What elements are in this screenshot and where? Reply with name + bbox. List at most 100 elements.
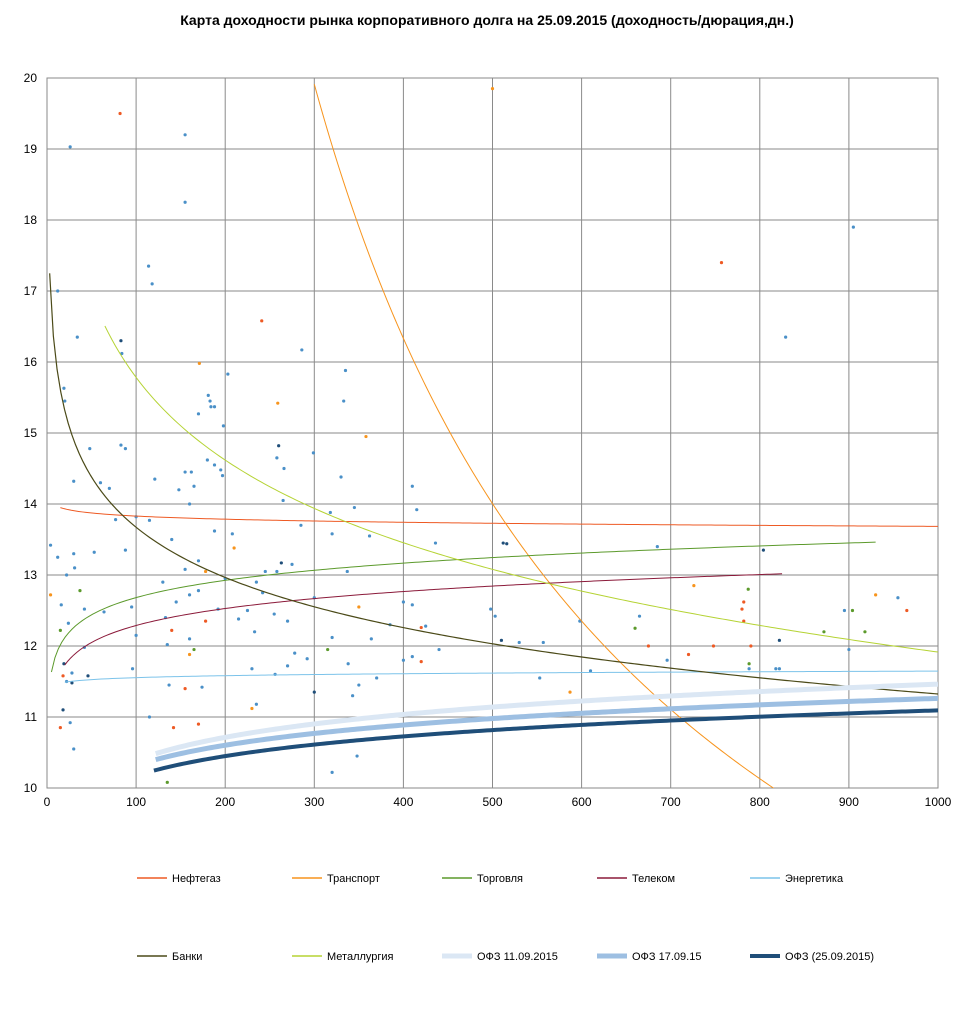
x-tick-label: 500 xyxy=(482,795,502,809)
data-point xyxy=(410,655,414,659)
data-point xyxy=(232,546,236,550)
data-point xyxy=(346,662,350,666)
data-point xyxy=(285,619,290,623)
data-point xyxy=(719,261,724,265)
trend-lines xyxy=(49,84,938,788)
data-point xyxy=(655,545,659,549)
data-point xyxy=(290,562,294,566)
y-tick-label: 14 xyxy=(24,497,38,511)
data-point xyxy=(187,652,192,657)
data-point xyxy=(254,580,258,584)
data-point xyxy=(851,225,855,229)
data-point xyxy=(130,605,134,609)
data-point xyxy=(183,567,187,571)
data-point xyxy=(275,456,279,460)
data-point xyxy=(123,548,128,552)
data-point xyxy=(61,708,65,712)
data-point xyxy=(742,619,746,623)
data-point xyxy=(73,566,77,570)
legend-entry: Металлургия xyxy=(292,951,394,963)
data-point xyxy=(345,569,349,574)
data-point xyxy=(401,658,405,662)
data-point xyxy=(330,635,334,640)
data-point xyxy=(896,596,900,600)
legend-entry: Банки xyxy=(137,951,202,963)
trend-line-5 xyxy=(49,273,938,695)
data-point xyxy=(847,647,851,652)
data-point xyxy=(276,401,280,405)
data-point xyxy=(254,702,258,706)
legend-entry: ОФЗ (25.09.2015) xyxy=(750,951,874,963)
data-point xyxy=(351,694,355,698)
y-tick-label: 16 xyxy=(24,355,38,369)
data-point xyxy=(489,607,493,611)
data-point xyxy=(784,335,788,339)
data-point xyxy=(167,683,171,687)
data-point xyxy=(493,614,497,618)
data-point xyxy=(183,133,187,137)
x-tick-label: 0 xyxy=(44,795,51,809)
data-point xyxy=(206,393,210,397)
data-point xyxy=(279,561,283,565)
scatter-points xyxy=(48,87,909,784)
data-point xyxy=(165,642,169,647)
data-point xyxy=(82,607,87,611)
data-point xyxy=(282,466,286,471)
data-point xyxy=(58,628,62,632)
data-point xyxy=(56,555,60,559)
data-point xyxy=(777,667,782,671)
data-point xyxy=(369,637,373,641)
data-point xyxy=(59,603,63,607)
data-point xyxy=(375,676,379,680)
x-tick-label: 700 xyxy=(661,795,681,809)
data-point xyxy=(517,640,521,645)
data-point xyxy=(200,685,204,689)
data-point xyxy=(777,638,782,642)
data-point xyxy=(119,339,123,343)
data-point xyxy=(299,523,303,527)
data-point xyxy=(114,518,118,522)
data-point xyxy=(293,651,297,655)
data-point xyxy=(747,667,751,671)
data-point xyxy=(646,644,651,648)
y-tick-label: 19 xyxy=(24,142,38,156)
trend-line-8 xyxy=(155,695,938,763)
data-point xyxy=(588,669,593,673)
y-tick-label: 13 xyxy=(24,568,38,582)
data-point xyxy=(281,498,285,503)
data-point xyxy=(245,608,250,613)
chart-title: Карта доходности рынка корпоративного до… xyxy=(180,12,794,28)
data-point xyxy=(171,726,176,730)
data-point xyxy=(205,458,209,462)
data-point xyxy=(415,508,419,512)
data-point xyxy=(285,664,290,668)
x-tick-label: 100 xyxy=(126,795,146,809)
data-point xyxy=(686,652,691,657)
grid xyxy=(46,77,939,789)
data-point xyxy=(352,505,356,510)
axes: 0 100 200 300 400 500 600 700 800 900 1000 10 11 12 13… xyxy=(24,71,952,809)
data-point xyxy=(275,569,279,574)
data-point xyxy=(170,628,174,632)
data-point xyxy=(219,468,223,472)
data-point xyxy=(419,660,423,664)
data-point xyxy=(119,443,123,447)
data-point xyxy=(541,640,545,645)
data-point xyxy=(250,706,254,711)
data-point xyxy=(742,600,746,604)
data-point xyxy=(357,605,361,609)
data-point xyxy=(419,625,423,630)
data-point xyxy=(822,630,826,634)
data-point xyxy=(212,405,217,409)
trend-line-7 xyxy=(154,681,938,757)
data-point xyxy=(410,603,414,607)
data-point xyxy=(330,770,334,774)
data-point xyxy=(505,542,509,546)
data-point xyxy=(63,399,67,403)
data-point xyxy=(339,475,343,479)
data-point xyxy=(92,550,96,554)
data-point xyxy=(499,638,504,642)
data-point xyxy=(749,644,753,648)
